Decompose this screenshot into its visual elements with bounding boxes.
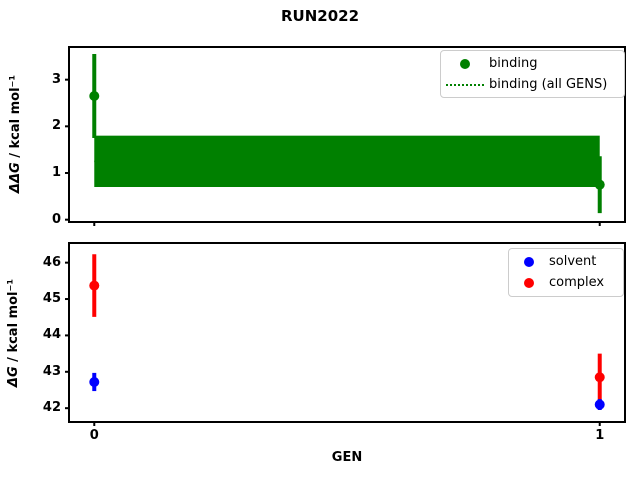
axes-frame [68,242,626,423]
y-tick-label: 1 [51,165,61,180]
legend-item-solvent: solvent [509,251,623,272]
bottom-legend: solvent complex [508,248,624,297]
legend-item-complex: complex [509,272,623,293]
bottom-y-axis-label-math: ΔG [6,366,21,388]
axes-frame [68,46,626,223]
y-tick-label: 44 [42,327,61,343]
legend-marker-cell [509,277,549,288]
y-tick-label: 3 [51,71,61,87]
legend-marker-cell [441,83,489,86]
binding-data-point-marker [594,179,605,190]
y-tick-label: 0 [51,211,61,227]
y-tick-label: 2 [51,118,61,134]
top-legend: binding binding (all GENS) [440,50,625,98]
x-axis-label: GEN [331,450,363,465]
solvent-data-point-marker [89,376,100,387]
legend-item-binding-all-gens: binding (all GENS) [441,74,624,95]
legend-label-complex: complex [549,275,605,290]
legend-marker-cell [509,256,549,267]
complex-data-point-marker [594,372,605,383]
binding-dot-icon [460,58,470,69]
legend-label-binding-all-gens: binding (all GENS) [489,77,608,92]
dotted-line-icon [446,83,484,86]
y-tick-label: 45 [42,291,61,307]
solvent-data-point-marker [594,399,605,410]
legend-label-solvent: solvent [549,254,597,269]
complex-dot-icon [524,277,534,288]
binding-data-point-marker [89,91,100,101]
legend-item-binding: binding [441,53,624,74]
y-tick-label: 46 [42,254,61,270]
x-tick-label: 1 [595,428,605,443]
y-tick-label: 43 [42,363,61,379]
legend-label-binding: binding [489,56,538,71]
y-tick-label: 42 [42,400,61,416]
complex-data-point-marker [89,280,100,291]
figure-title: RUN2022 [280,7,360,25]
legend-marker-cell [441,58,489,69]
solvent-dot-icon [524,256,534,267]
bottom-y-axis-label-units: / kcal mol⁻¹ [6,278,21,367]
x-tick-label: 0 [89,428,99,443]
